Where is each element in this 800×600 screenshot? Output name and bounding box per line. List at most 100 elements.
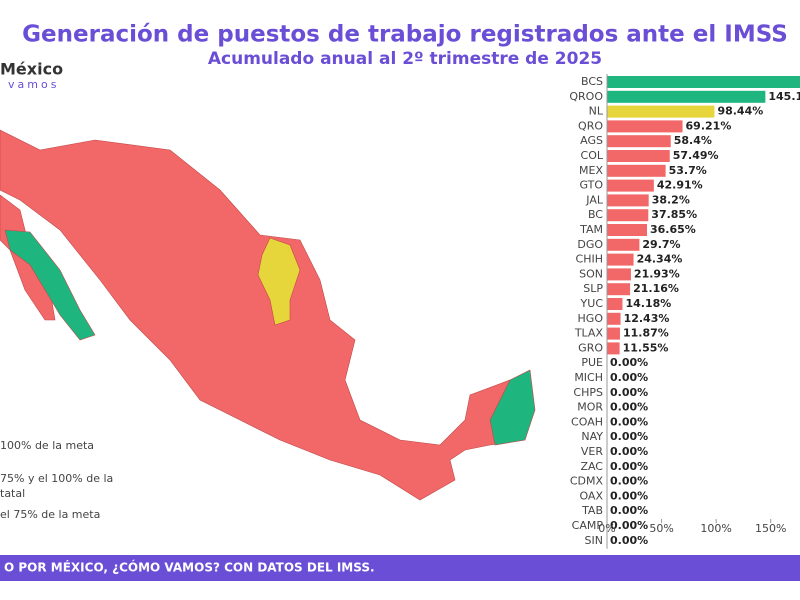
- bar: [607, 224, 648, 236]
- x-tick-label: 0%: [598, 522, 615, 535]
- data-label: 0.00%: [610, 460, 648, 473]
- y-tick-label: DGO: [577, 238, 603, 251]
- y-tick-label: ZAC: [580, 460, 603, 473]
- data-label: 14.18%: [625, 297, 671, 310]
- bar: [607, 164, 666, 177]
- y-tick-label: TAB: [581, 504, 603, 517]
- y-tick-label: MICH: [574, 371, 603, 384]
- y-tick-label: MOR: [577, 401, 603, 414]
- logo-subtext: vamos: [8, 78, 59, 91]
- data-label: 0.00%: [610, 519, 648, 532]
- chart-title: Generación de puestos de trabajo registr…: [22, 22, 788, 48]
- y-tick-label: CHIH: [576, 253, 603, 266]
- map-shape: [489, 369, 536, 446]
- y-tick-label: VER: [581, 445, 603, 458]
- y-tick-label: AGS: [580, 134, 603, 147]
- y-tick-label: QROO: [569, 90, 603, 103]
- data-label: 36.65%: [650, 223, 696, 236]
- data-label: 53.7%: [669, 164, 707, 177]
- data-label: 38.2%: [652, 193, 690, 206]
- legend-label: 75% y el 100% de la: [0, 472, 113, 485]
- y-tick-label: QRO: [578, 119, 603, 132]
- map-shape: [4, 229, 96, 341]
- data-label: 0.00%: [610, 371, 648, 384]
- y-tick-label: BC: [588, 208, 603, 221]
- bar: [607, 253, 634, 266]
- legend-label: tatal: [0, 487, 25, 500]
- bar: [607, 135, 671, 148]
- data-label: 58.4%: [674, 134, 712, 147]
- y-tick-label: HGO: [578, 312, 604, 325]
- data-label: 42.91%: [657, 179, 703, 192]
- data-label: 12.43%: [624, 312, 670, 325]
- y-tick-label: SLP: [583, 282, 603, 295]
- data-label: 57.49%: [673, 149, 719, 162]
- y-tick-label: GTO: [579, 179, 603, 192]
- bar: [607, 342, 620, 355]
- y-tick-label: PUE: [581, 356, 603, 369]
- data-label: 29.7%: [642, 238, 680, 251]
- data-label: 0.00%: [610, 504, 648, 517]
- y-tick-label: TLAX: [574, 327, 604, 340]
- footer-text: O POR MÉXICO, ¿CÓMO VAMOS? CON DATOS DEL…: [4, 560, 375, 575]
- data-label: 24.34%: [637, 253, 683, 266]
- logo-text: México: [0, 60, 63, 79]
- data-label: 11.55%: [623, 341, 669, 354]
- y-tick-label: COAH: [571, 415, 603, 428]
- y-tick-label: OAX: [579, 489, 603, 502]
- bar: [607, 283, 631, 296]
- data-label: 0.00%: [610, 475, 648, 488]
- y-tick-label: BCS: [581, 75, 603, 88]
- y-tick-label: YUC: [580, 297, 604, 310]
- y-tick-label: COL: [581, 149, 604, 162]
- bar: [607, 209, 649, 222]
- bar: [607, 268, 631, 281]
- data-label: 98.44%: [717, 105, 763, 118]
- y-tick-label: SIN: [585, 534, 603, 547]
- data-label: 21.16%: [633, 282, 679, 295]
- data-label: 0.00%: [610, 430, 648, 443]
- data-label: 0.00%: [610, 489, 648, 502]
- bar: [607, 150, 670, 162]
- legend-label: 100% de la meta: [0, 439, 94, 452]
- bar: [607, 194, 649, 207]
- y-tick-label: GRO: [578, 341, 603, 354]
- bar: [607, 90, 766, 103]
- bar: [607, 312, 621, 325]
- x-tick-label: 100%: [700, 522, 731, 535]
- data-label: 0.00%: [610, 401, 648, 414]
- bar: [607, 238, 640, 251]
- y-tick-label: TAM: [579, 223, 603, 236]
- legend-label: el 75% de la meta: [0, 508, 100, 521]
- data-label: 0.00%: [610, 386, 648, 399]
- y-tick-label: SON: [579, 267, 603, 280]
- chart-subtitle: Acumulado anual al 2º trimestre de 2025: [208, 49, 602, 69]
- map: [0, 129, 536, 501]
- bar: [607, 120, 683, 133]
- x-tick-label: 50%: [649, 522, 673, 535]
- data-label: 145.1%: [768, 90, 800, 103]
- data-label: 11.87%: [623, 327, 669, 340]
- y-tick-label: NL: [589, 105, 604, 118]
- data-label: 21.93%: [634, 267, 680, 280]
- y-tick-label: NAY: [581, 430, 603, 443]
- y-tick-label: CDMX: [570, 475, 604, 488]
- map-shape: [257, 237, 301, 326]
- data-label: 0.00%: [610, 356, 648, 369]
- y-tick-label: JAL: [585, 193, 604, 206]
- y-tick-label: MEX: [579, 164, 603, 177]
- data-label: 69.21%: [686, 119, 732, 132]
- bar: [607, 179, 654, 192]
- data-label: 0.00%: [610, 534, 648, 547]
- x-tick-label: 150%: [755, 522, 786, 535]
- data-label: 0.00%: [610, 445, 648, 458]
- bar: [607, 105, 715, 118]
- bar: [607, 327, 620, 340]
- footer-bar: [0, 555, 800, 581]
- y-tick-label: CHPS: [573, 386, 603, 399]
- bar: [607, 76, 800, 88]
- data-label: 37.85%: [651, 208, 697, 221]
- y-tick-label: CAMP: [572, 519, 604, 532]
- data-label: 0.00%: [610, 415, 648, 428]
